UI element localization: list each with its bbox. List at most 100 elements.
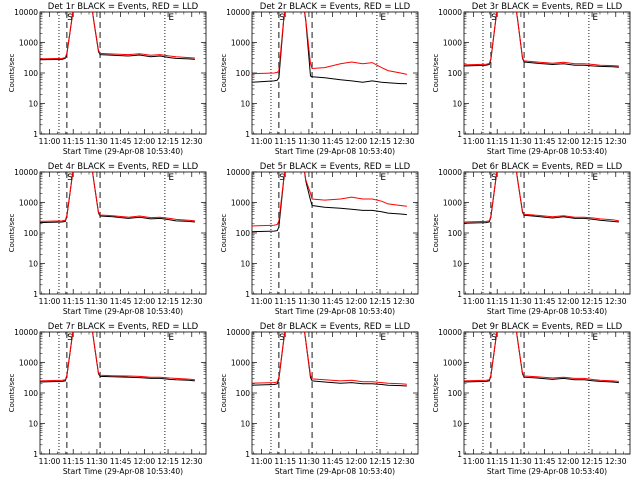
x-tick-label: 12:15: [157, 297, 179, 306]
x-axis-label: Start Time (29-Apr-08 10:53:40): [275, 147, 395, 156]
x-tick-label: 11:00: [251, 457, 273, 466]
x-tick-label: 11:30: [86, 457, 108, 466]
x-tick-label: 11:45: [534, 297, 556, 306]
y-tick-label: 1000: [443, 39, 462, 48]
series-line-lld: [40, 12, 195, 60]
y-tick-label: 10000: [438, 168, 462, 177]
x-tick-label: 11:15: [274, 457, 296, 466]
y-tick-label: 10: [452, 100, 462, 109]
x-tick-label: 12:30: [605, 297, 627, 306]
x-tick-label: 11:00: [39, 137, 61, 146]
x-tick-label: 11:15: [486, 457, 508, 466]
x-tick-label: 11:00: [39, 457, 61, 466]
x-tick-label: 11:30: [510, 297, 532, 306]
marker-annotation-e: E: [592, 13, 598, 23]
x-tick-label: 12:00: [346, 457, 368, 466]
panel-title: Det 8r BLACK = Events, RED = LLD: [260, 322, 411, 332]
x-tick-label: 12:15: [369, 137, 391, 146]
y-tick-label: 1: [245, 450, 250, 459]
detector-panel-4: Det 4r BLACK = Events, RED = LLD 1 10 100 10…: [8, 162, 207, 316]
marker-annotation-e: E: [168, 13, 174, 23]
x-tick-label: 11:15: [62, 297, 84, 306]
marker-annotation-e: E: [380, 13, 386, 23]
x-tick-label: 11:00: [39, 297, 61, 306]
panel-title: Det 9r BLACK = Events, RED = LLD: [472, 322, 623, 332]
detector-panel-3: Det 3r BLACK = Events, RED = LLD 1 10 100 10…: [432, 2, 631, 156]
marker-annotation-s: S: [491, 173, 497, 183]
marker-annotation-s: S: [67, 173, 73, 183]
y-tick-label: 1: [457, 130, 462, 139]
x-tick-label: 11:00: [463, 137, 485, 146]
y-tick-label: 1000: [19, 199, 38, 208]
y-axis-label: Counts/sec: [432, 54, 440, 93]
y-tick-label: 10000: [14, 168, 38, 177]
y-tick-label: 10: [28, 260, 38, 269]
y-axis-label: Counts/sec: [432, 374, 440, 413]
x-tick-label: 11:30: [298, 457, 320, 466]
y-tick-label: 100: [236, 389, 251, 398]
x-tick-label: 12:00: [134, 137, 156, 146]
y-tick-label: 10000: [14, 328, 38, 337]
y-axis-label: Counts/sec: [220, 214, 228, 253]
series-line-lld: [252, 12, 408, 75]
y-tick-label: 10000: [226, 8, 250, 17]
x-axis-label: Start Time (29-Apr-08 10:53:40): [275, 467, 395, 476]
y-axis-label: Counts/sec: [8, 214, 16, 253]
y-tick-label: 100: [24, 229, 39, 238]
x-tick-label: 11:45: [110, 457, 132, 466]
x-axis-label: Start Time (29-Apr-08 10:53:40): [487, 147, 607, 156]
series-line-lld: [40, 332, 195, 382]
y-axis-label: Counts/sec: [8, 54, 16, 93]
y-axis-label: Counts/sec: [220, 374, 228, 413]
x-tick-label: 12:00: [558, 297, 580, 306]
x-tick-label: 11:15: [274, 297, 296, 306]
x-tick-label: 11:30: [510, 457, 532, 466]
x-tick-label: 11:45: [110, 137, 132, 146]
panel-title: Det 1r BLACK = Events, RED = LLD: [48, 2, 199, 12]
x-axis-label: Start Time (29-Apr-08 10:53:40): [487, 307, 607, 316]
marker-annotation-e: E: [592, 173, 598, 183]
y-tick-label: 10000: [438, 328, 462, 337]
marker-annotation-s: S: [279, 333, 285, 343]
x-tick-label: 12:00: [558, 137, 580, 146]
x-tick-label: 12:30: [181, 297, 203, 306]
x-tick-label: 12:15: [369, 297, 391, 306]
x-tick-label: 11:30: [86, 297, 108, 306]
y-tick-label: 1000: [231, 199, 250, 208]
x-tick-label: 11:30: [298, 137, 320, 146]
y-tick-label: 100: [448, 69, 463, 78]
series-line-lld: [40, 172, 195, 222]
x-tick-label: 11:00: [463, 297, 485, 306]
panel-title: Det 6r BLACK = Events, RED = LLD: [472, 162, 623, 172]
x-tick-label: 11:30: [86, 137, 108, 146]
marker-annotation-s: S: [491, 13, 497, 23]
x-tick-label: 12:15: [369, 457, 391, 466]
y-tick-label: 10: [240, 420, 250, 429]
x-tick-label: 11:00: [251, 137, 273, 146]
y-tick-label: 100: [236, 229, 251, 238]
y-tick-label: 1: [33, 130, 38, 139]
x-tick-label: 11:45: [322, 457, 344, 466]
y-tick-label: 1: [33, 450, 38, 459]
x-tick-label: 11:00: [463, 457, 485, 466]
series-line-lld: [252, 172, 407, 227]
x-tick-label: 12:15: [581, 457, 603, 466]
x-tick-label: 11:45: [534, 137, 556, 146]
x-tick-label: 11:45: [534, 457, 556, 466]
series-line-events: [252, 12, 407, 85]
series-line-lld: [464, 332, 619, 382]
x-tick-label: 12:00: [346, 297, 368, 306]
y-tick-label: 10: [240, 100, 250, 109]
x-tick-label: 12:30: [605, 137, 627, 146]
x-axis-label: Start Time (29-Apr-08 10:53:40): [63, 147, 183, 156]
series-line-lld: [252, 332, 407, 385]
y-tick-label: 100: [236, 69, 251, 78]
y-tick-label: 1: [245, 130, 250, 139]
marker-annotation-e: E: [380, 333, 386, 343]
x-tick-label: 12:30: [393, 297, 415, 306]
panel-title: Det 3r BLACK = Events, RED = LLD: [472, 2, 623, 12]
series-line-lld: [464, 172, 619, 223]
x-tick-label: 12:00: [558, 457, 580, 466]
y-tick-label: 10000: [438, 8, 462, 17]
y-tick-label: 1000: [443, 199, 462, 208]
